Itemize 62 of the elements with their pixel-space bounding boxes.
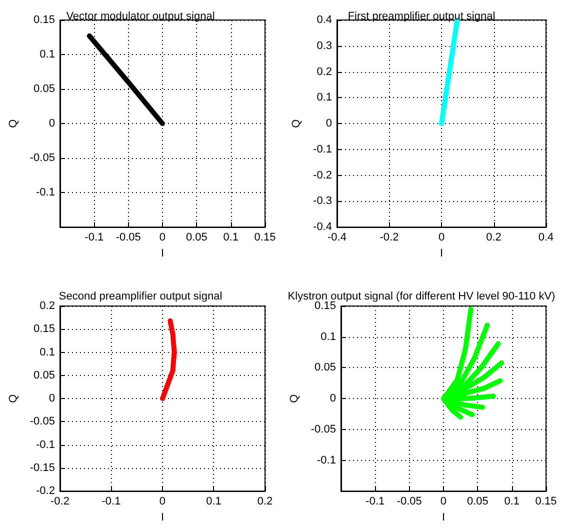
y-tick-label: -0.05 — [30, 152, 55, 164]
x-tick-label: 0.15 — [254, 232, 276, 244]
x-tick-label: 0.4 — [538, 232, 554, 244]
y-tick-label: 0.15 — [34, 323, 55, 336]
y-axis-title: Q — [290, 118, 303, 128]
y-tick-label: 0.1 — [40, 48, 55, 61]
x-tick-label: 0 — [159, 496, 166, 508]
x-tick-label: -0.1 — [84, 232, 104, 244]
y-tick-label: 0.15 — [314, 300, 336, 312]
x-axis-title: I — [440, 248, 444, 260]
x-tick-label: 0.2 — [486, 232, 502, 244]
x-tick-label: -0.2 — [380, 232, 399, 244]
y-tick-label: -0.05 — [30, 416, 55, 428]
x-axis-title: I — [442, 512, 446, 524]
chart-title: Klystron output signal (for different HV level 90-110 kV) — [288, 290, 556, 302]
y-tick-label: 0.1 — [320, 330, 336, 343]
x-tick-label: 0.15 — [535, 496, 557, 508]
y-tick-label: -0.3 — [313, 195, 332, 208]
y-axis-title: Q — [8, 394, 20, 403]
y-axis-title: Q — [288, 394, 300, 403]
y-tick-label: 0.15 — [34, 14, 55, 26]
x-tick-label: 0 — [438, 232, 445, 244]
y-tick-label: 0.4 — [316, 14, 332, 26]
y-tick-label: 0.05 — [34, 369, 55, 382]
y-tick-label: 0 — [330, 392, 336, 405]
x-tick-label: 0 — [440, 496, 447, 508]
x-tick-label: -0.05 — [116, 232, 141, 244]
x-tick-label: 0.1 — [504, 496, 520, 508]
x-axis-title: I — [160, 512, 164, 524]
x-tick-label: -0.1 — [366, 496, 385, 508]
x-tick-label: 0.05 — [186, 232, 208, 244]
chart-title: First preamplifier output signal — [348, 10, 496, 22]
y-tick-label: 0.3 — [316, 40, 332, 52]
y-tick-label: -0.1 — [313, 143, 332, 156]
y-tick-label: -0.1 — [317, 454, 336, 466]
x-tick-label: 0.05 — [466, 496, 488, 508]
chart-title: Second preamplifier output signal — [58, 290, 222, 302]
y-tick-label: 0 — [326, 118, 332, 130]
y-tick-label: 0.2 — [40, 300, 55, 312]
y-tick-label: -0.1 — [36, 186, 55, 199]
x-axis-title: I — [160, 248, 164, 260]
y-tick-label: -0.2 — [36, 485, 55, 498]
y-tick-label: 0 — [48, 392, 55, 405]
x-tick-label: 0.1 — [206, 496, 222, 508]
y-axis-title: Q — [8, 118, 20, 128]
y-tick-label: -0.15 — [30, 462, 55, 474]
y-tick-label: 0.1 — [316, 92, 332, 104]
y-tick-label: 0.2 — [316, 66, 332, 78]
y-tick-label: 0.05 — [34, 83, 55, 96]
y-tick-label: 0.1 — [40, 346, 55, 358]
y-tick-label: -0.4 — [313, 221, 332, 234]
y-tick-label: -0.05 — [310, 423, 336, 436]
chart-title: Vector modulator output signal — [66, 10, 215, 22]
y-tick-label: -0.1 — [36, 438, 55, 451]
y-tick-label: 0 — [48, 118, 55, 130]
x-tick-label: -0.05 — [396, 496, 422, 508]
x-tick-label: 0.2 — [257, 496, 273, 508]
x-tick-label: 0.1 — [223, 232, 238, 244]
x-tick-label: -0.1 — [102, 496, 121, 508]
y-tick-label: -0.2 — [313, 169, 332, 182]
x-tick-label: 0 — [159, 232, 166, 244]
y-tick-label: 0.05 — [314, 362, 336, 374]
